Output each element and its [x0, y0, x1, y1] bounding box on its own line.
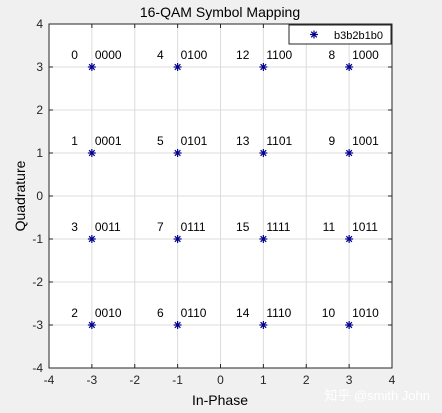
- legend: b3b2b1b0: [288, 24, 392, 45]
- y-tick-label: 1: [36, 146, 43, 160]
- marker-stroke: [174, 149, 181, 157]
- point-index-label: 6: [157, 306, 164, 320]
- point-index-label: 8: [328, 48, 335, 62]
- point-bits-label: 1111: [266, 220, 290, 234]
- point-bits-label: 1110: [266, 306, 291, 320]
- legend-box: [288, 24, 392, 45]
- point-index-label: 10: [322, 306, 336, 320]
- point-index-label: 9: [328, 134, 335, 148]
- point-index-label: 11: [323, 220, 336, 234]
- marker-stroke: [88, 63, 96, 71]
- data-point: [345, 321, 354, 329]
- data-point: [173, 321, 182, 329]
- data-point: [173, 149, 182, 157]
- x-tick-label: 3: [346, 373, 353, 387]
- marker-stroke: [345, 235, 353, 243]
- marker-stroke: [88, 235, 96, 243]
- watermark: 知乎 @smith John: [324, 388, 430, 403]
- marker-stroke: [174, 235, 181, 243]
- x-tick-label: 0: [217, 373, 224, 387]
- point-bits-label: 1000: [352, 48, 379, 62]
- point-index-label: 12: [236, 48, 250, 62]
- data-point: [345, 63, 354, 71]
- point-bits-label: 0110: [181, 306, 207, 320]
- data-point: [87, 321, 96, 329]
- y-tick-label: -1: [32, 232, 43, 246]
- data-point: [259, 149, 268, 157]
- chart-title: 16-QAM Symbol Mapping: [140, 4, 300, 20]
- data-point: [345, 235, 354, 243]
- y-tick-label: -2: [32, 275, 43, 289]
- marker-stroke: [345, 149, 353, 157]
- marker-stroke: [174, 321, 181, 329]
- point-bits-label: 1100: [266, 48, 292, 62]
- y-tick-label: -3: [32, 318, 43, 332]
- data-points: [87, 63, 354, 329]
- point-index-label: 1: [71, 134, 78, 148]
- x-axis-label: In-Phase: [192, 392, 248, 408]
- point-index-label: 15: [236, 220, 250, 234]
- point-bits-label: 0100: [181, 48, 208, 62]
- marker-stroke: [310, 31, 318, 38]
- y-axis-label: Quadrature: [12, 160, 28, 231]
- point-index-label: 3: [71, 220, 78, 234]
- x-tick-label: 2: [303, 373, 310, 387]
- data-point: [259, 321, 268, 329]
- y-tick-label: 0: [36, 189, 43, 203]
- point-index-label: 0: [71, 48, 78, 62]
- point-index-label: 7: [157, 220, 164, 234]
- x-tick-label: -3: [87, 373, 98, 387]
- point-bits-label: 0111: [181, 220, 206, 234]
- point-index-label: 13: [236, 134, 250, 148]
- point-bits-label: 0010: [95, 306, 122, 320]
- data-point: [87, 63, 96, 71]
- y-tick-label: 3: [36, 60, 43, 74]
- data-point: [87, 235, 96, 243]
- point-bits-label: 0001: [95, 134, 122, 148]
- marker-stroke: [260, 149, 267, 157]
- x-tick-label: -1: [172, 373, 183, 387]
- point-bits-label: 1010: [352, 306, 379, 320]
- marker-stroke: [88, 149, 96, 157]
- y-tick-label: 4: [36, 17, 43, 31]
- data-point: [173, 63, 182, 71]
- point-bits-label: 0011: [95, 220, 121, 234]
- point-index-label: 5: [157, 134, 164, 148]
- legend-marker: [310, 30, 318, 39]
- point-bits-label: 0000: [95, 48, 122, 62]
- marker-stroke: [88, 321, 96, 329]
- marker-stroke: [345, 321, 353, 329]
- point-bits-label: 0101: [181, 134, 208, 148]
- data-point: [87, 149, 96, 157]
- x-tick-label: -2: [129, 373, 140, 387]
- point-index-label: 4: [157, 48, 164, 62]
- point-bits-label: 1101: [266, 134, 292, 148]
- marker-stroke: [260, 321, 267, 329]
- data-point: [259, 235, 268, 243]
- marker-stroke: [260, 235, 267, 243]
- x-tick-label: 4: [389, 373, 396, 387]
- x-tick-label: -4: [44, 373, 55, 387]
- data-point: [345, 149, 354, 157]
- marker-stroke: [345, 63, 353, 71]
- legend-label: b3b2b1b0: [334, 30, 383, 42]
- point-index-label: 2: [71, 306, 78, 320]
- y-tick-label: -4: [32, 361, 43, 375]
- y-tick-label: 2: [36, 103, 43, 117]
- point-index-label: 14: [236, 306, 250, 320]
- data-point: [259, 63, 268, 71]
- marker-stroke: [174, 63, 181, 71]
- point-bits-label: 1011: [352, 220, 378, 234]
- x-tick-label: 1: [260, 373, 267, 387]
- data-point: [173, 235, 182, 243]
- point-bits-label: 1001: [352, 134, 379, 148]
- marker-stroke: [260, 63, 267, 71]
